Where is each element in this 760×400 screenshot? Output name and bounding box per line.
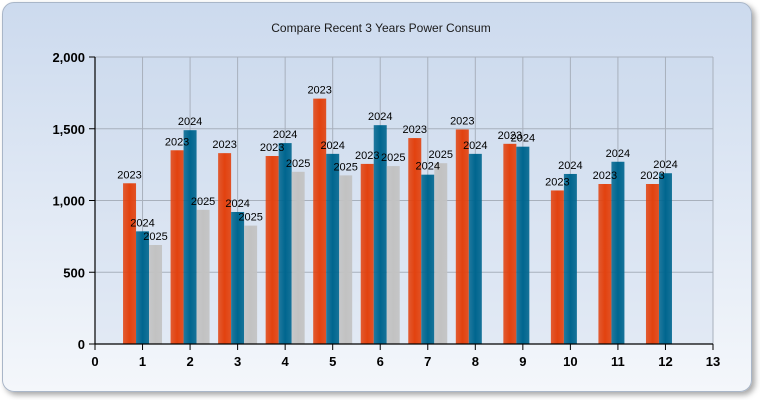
bar-2023-12 bbox=[645, 183, 659, 344]
bar-label-2023-12: 2023 bbox=[640, 170, 664, 182]
bar-label-2023-6: 2023 bbox=[355, 150, 379, 162]
bar-label-2023-8: 2023 bbox=[450, 115, 474, 127]
bar-2023-7 bbox=[408, 138, 422, 344]
bar-2024-1 bbox=[136, 231, 150, 344]
bar-label-2024-3: 2024 bbox=[225, 198, 249, 210]
bar-label-2025-6: 2025 bbox=[381, 152, 405, 164]
bar-label-2024-4: 2024 bbox=[273, 129, 297, 141]
bar-2024-10 bbox=[563, 173, 577, 344]
bar-2024-9 bbox=[516, 146, 530, 344]
bar-label-2025-4: 2025 bbox=[286, 158, 310, 170]
x-tick-label: 2 bbox=[186, 354, 193, 369]
bar-2025-4 bbox=[291, 171, 305, 344]
bar-2023-1 bbox=[123, 183, 137, 344]
bar-label-2023-5: 2023 bbox=[307, 85, 331, 97]
bar-label-2025-1: 2025 bbox=[143, 231, 167, 243]
chart-title: Compare Recent 3 Years Power Consum bbox=[271, 21, 491, 35]
bar-label-2024-2: 2024 bbox=[178, 116, 202, 128]
bar-2024-6 bbox=[373, 125, 387, 344]
bar-label-2024-8: 2024 bbox=[463, 140, 487, 152]
bar-label-2023-11: 2023 bbox=[593, 170, 617, 182]
bar-label-2024-11: 2024 bbox=[606, 148, 630, 160]
bar-2023-2 bbox=[170, 150, 184, 344]
x-tick-label: 0 bbox=[91, 354, 98, 369]
bar-label-2025-7: 2025 bbox=[429, 149, 453, 161]
x-tick-label: 8 bbox=[472, 354, 479, 369]
x-tick-label: 11 bbox=[611, 354, 625, 369]
bar-2025-3 bbox=[244, 225, 258, 344]
bar-label-2025-5: 2025 bbox=[333, 161, 357, 173]
bar-label-2023-3: 2023 bbox=[212, 139, 236, 151]
bar-label-2025-3: 2025 bbox=[238, 212, 262, 224]
bar-2023-3 bbox=[218, 153, 232, 344]
bar-label-2023-10: 2023 bbox=[545, 176, 569, 188]
x-tick-label: 5 bbox=[329, 354, 336, 369]
bar-label-2024-7: 2024 bbox=[416, 161, 440, 173]
x-tick-label: 4 bbox=[282, 354, 290, 369]
bar-2024-12 bbox=[658, 173, 672, 344]
y-tick-label: 1,000 bbox=[52, 194, 85, 209]
bar-label-2023-1: 2023 bbox=[117, 169, 141, 181]
bar-2025-2 bbox=[196, 209, 210, 344]
bar-label-2024-9: 2024 bbox=[511, 133, 535, 145]
x-tick-label: 10 bbox=[563, 354, 577, 369]
chart-svg: 2023202420252023202420252023202420252023… bbox=[52, 50, 720, 369]
bars bbox=[123, 98, 672, 345]
bar-label-2023-9: 2023 bbox=[498, 130, 522, 142]
bar-2024-5 bbox=[326, 153, 340, 344]
y-tick-label: 0 bbox=[78, 337, 85, 352]
y-tick-label: 1,500 bbox=[52, 122, 85, 137]
bar-2024-11 bbox=[611, 161, 625, 344]
bar-label-2024-5: 2024 bbox=[320, 140, 344, 152]
bar-2024-4 bbox=[278, 143, 292, 344]
y-tick-label: 500 bbox=[63, 265, 85, 280]
bar-2025-6 bbox=[386, 166, 400, 344]
x-tick-label: 3 bbox=[234, 354, 241, 369]
bar-2023-5 bbox=[313, 98, 327, 345]
x-tick-label: 9 bbox=[519, 354, 526, 369]
x-tick-label: 7 bbox=[424, 354, 431, 369]
bar-label-2024-1: 2024 bbox=[130, 217, 154, 229]
bar-label-2024-6: 2024 bbox=[368, 111, 392, 123]
chart-panel: Compare Recent 3 Years Power Consum 2023… bbox=[2, 2, 752, 392]
data-labels: 2023202420252023202420252023202420252023… bbox=[117, 85, 677, 243]
bar-2023-11 bbox=[598, 183, 612, 344]
bar-2023-8 bbox=[455, 129, 469, 344]
x-tick-label: 13 bbox=[706, 354, 720, 369]
x-tick-label: 6 bbox=[377, 354, 384, 369]
bar-2024-8 bbox=[468, 153, 482, 344]
bar-2023-4 bbox=[265, 156, 279, 344]
bar-2025-1 bbox=[149, 244, 163, 344]
bar-2025-7 bbox=[434, 163, 448, 344]
bar-label-2023-7: 2023 bbox=[403, 124, 427, 136]
bar-2025-5 bbox=[339, 175, 353, 344]
bar-2024-3 bbox=[231, 211, 245, 344]
bar-2024-2 bbox=[183, 130, 197, 344]
y-tick-label: 2,000 bbox=[52, 50, 85, 65]
bar-label-2023-2: 2023 bbox=[165, 136, 189, 148]
bar-label-2024-10: 2024 bbox=[558, 160, 582, 172]
bar-2023-10 bbox=[550, 190, 564, 344]
bar-label-2023-4: 2023 bbox=[260, 142, 284, 154]
bar-2024-7 bbox=[421, 174, 435, 344]
bar-label-2024-12: 2024 bbox=[653, 159, 677, 171]
bar-2023-9 bbox=[503, 143, 517, 344]
x-tick-label: 1 bbox=[139, 354, 146, 369]
bar-2023-6 bbox=[360, 163, 374, 344]
bar-label-2025-2: 2025 bbox=[191, 196, 215, 208]
x-tick-label: 12 bbox=[658, 354, 672, 369]
